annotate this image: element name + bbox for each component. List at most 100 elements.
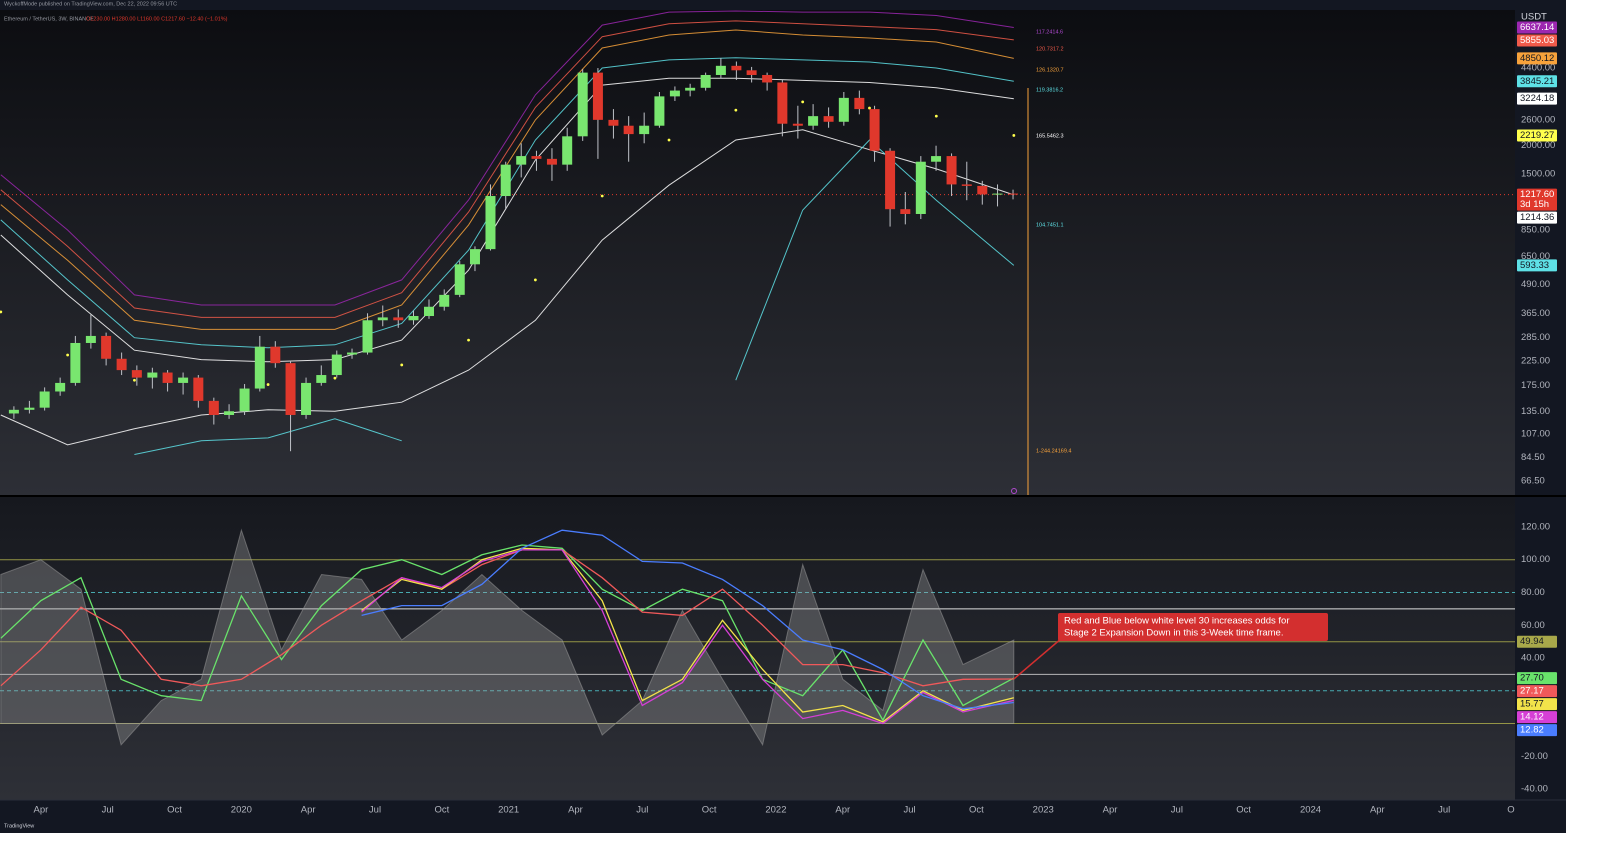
publisher: WyckoffMode published on TradingView.com…: [4, 1, 177, 7]
band-dot: [0, 310, 3, 314]
x-tick-label: Oct: [969, 805, 984, 816]
indicator-area: [0, 528, 1015, 747]
x-tick-label: Oct: [702, 805, 717, 816]
y-tick-label: 285.00: [1521, 332, 1550, 343]
annotation-arrow: [1013, 637, 1063, 680]
price-tag: [1517, 92, 1557, 105]
band-line: [0, 129, 1014, 446]
price-tag-label: 1217.60: [1520, 189, 1554, 200]
level-note: 165.5462.3: [1036, 133, 1064, 139]
candle-body: [838, 97, 849, 122]
price-tag-label: 1214.36: [1520, 212, 1554, 223]
y-tick-label: 175.00: [1521, 380, 1550, 391]
band-dot: [533, 278, 537, 282]
y-tick-label: 650.00: [1521, 251, 1550, 262]
indicator-line: [361, 549, 1014, 725]
price-tag: [1517, 188, 1557, 211]
band-dot: [467, 338, 470, 342]
price-tag-label: 12.82: [1520, 725, 1544, 736]
price-tag-label: 15.77: [1520, 699, 1544, 710]
x-tick-label: 2023: [1033, 805, 1054, 816]
band-line: [134, 139, 1015, 455]
band-dot: [133, 378, 136, 382]
candle-body: [746, 70, 757, 75]
marker-circle: [1011, 488, 1017, 494]
indicator-line: [0, 544, 1015, 722]
level-note: 1-244.24169.4: [1036, 448, 1071, 454]
candle-body: [608, 119, 619, 126]
candle-body: [992, 193, 1003, 195]
candle-body: [885, 150, 896, 210]
x-tick-label: Jul: [369, 805, 381, 816]
band-dot: [66, 353, 70, 357]
price-tag-label: 6637.14: [1520, 22, 1554, 33]
candle-body: [85, 335, 96, 343]
candle-body: [931, 156, 942, 162]
candle-body: [224, 411, 235, 415]
candle-body: [116, 358, 127, 371]
y-tick-label: 40.00: [1521, 653, 1545, 664]
candle-body: [762, 74, 773, 83]
price-tag: [1517, 635, 1557, 648]
candle-body: [592, 72, 603, 120]
candle-body: [208, 400, 219, 415]
candle-body: [178, 377, 189, 383]
ohlc: O1230.00 H1280.00 L1160.00 C1217.60 −12.…: [86, 16, 228, 22]
x-tick-label: O: [1507, 805, 1514, 816]
band-dot: [934, 114, 938, 118]
candle-body: [301, 382, 312, 415]
candle-body: [1008, 193, 1019, 195]
candle-body: [147, 372, 158, 378]
candle-body: [577, 72, 588, 137]
price-tag: [1517, 211, 1557, 224]
band-line: [0, 20, 1014, 318]
x-tick-label: 2021: [498, 805, 519, 816]
x-tick-label: Jul: [102, 805, 114, 816]
candle-body: [131, 370, 142, 378]
candle-body: [24, 407, 35, 410]
x-tick-label: Apr: [33, 805, 48, 816]
price-tag-label: 27.17: [1520, 686, 1544, 697]
candle-body: [823, 116, 834, 122]
band-dot: [1012, 134, 1016, 137]
price-tag: [1517, 685, 1557, 698]
candle-body: [977, 185, 988, 195]
candle-body: [900, 209, 911, 214]
price-tag-label: 3d 15h: [1520, 199, 1549, 210]
price-tag-label: 49.94: [1520, 636, 1544, 647]
candle-body: [562, 136, 573, 165]
band-dot: [400, 363, 404, 367]
y-tick-label: 120.00: [1521, 521, 1550, 532]
price-tag-label: 4850.12: [1520, 53, 1554, 64]
x-tick-label: Apr: [1103, 805, 1118, 816]
candle-body: [654, 96, 665, 126]
price-tag: [1517, 21, 1557, 34]
x-tick-label: 2024: [1300, 805, 1321, 816]
price-plot: [0, 10, 1515, 455]
level-note: 104.7451.1: [1036, 222, 1064, 228]
level-note: 120.7317.2: [1036, 46, 1064, 52]
band-line: [0, 10, 1014, 306]
candle-body: [270, 346, 281, 364]
candle-body: [285, 363, 296, 415]
candle-body: [685, 87, 696, 91]
y-tick-label: 84.50: [1521, 452, 1545, 463]
y-tick-label: -20.00: [1521, 751, 1548, 762]
x-tick-label: Jul: [904, 805, 916, 816]
band-dot: [667, 138, 671, 142]
band-dot: [801, 100, 805, 104]
currency: USDT: [1521, 12, 1547, 23]
price-tag-label: 5855.03: [1520, 35, 1554, 46]
x-tick-label: 2022: [765, 805, 786, 816]
price-tag-label: 27.70: [1520, 673, 1544, 684]
candle-body: [8, 409, 19, 414]
candle-body: [39, 391, 50, 408]
indicator-line: [361, 529, 1014, 710]
symbol: Ethereum / TetherUS, 3W, BINANCE: [4, 16, 94, 22]
price-tag-label: 14.12: [1520, 712, 1544, 723]
x-tick-label: Apr: [835, 805, 850, 816]
candle-body: [408, 316, 419, 321]
candle-body: [254, 346, 265, 389]
y-tick-label: 135.00: [1521, 406, 1550, 417]
candle-body: [639, 125, 650, 135]
